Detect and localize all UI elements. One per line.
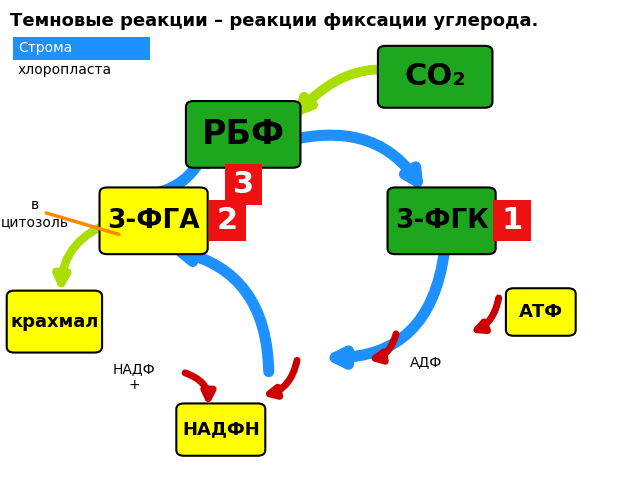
Text: НАДФН: НАДФН [182,420,260,439]
FancyBboxPatch shape [13,37,150,60]
FancyArrowPatch shape [297,135,417,181]
Text: РБФ: РБФ [202,118,285,151]
FancyBboxPatch shape [209,201,246,241]
FancyArrowPatch shape [375,334,396,361]
FancyArrowPatch shape [300,69,461,110]
FancyBboxPatch shape [186,101,301,168]
Text: АДФ: АДФ [410,355,442,370]
Text: Строма: Строма [18,41,72,56]
FancyArrowPatch shape [477,298,499,331]
FancyBboxPatch shape [177,403,265,456]
Text: хлоропласта: хлоропласта [18,63,112,77]
Text: 1: 1 [501,206,523,235]
FancyBboxPatch shape [493,201,531,241]
FancyBboxPatch shape [388,187,495,254]
FancyBboxPatch shape [99,187,207,254]
Text: 3-ФГА: 3-ФГА [108,208,200,234]
FancyBboxPatch shape [378,46,493,108]
FancyArrowPatch shape [335,251,444,364]
FancyArrowPatch shape [269,360,297,396]
FancyArrowPatch shape [181,249,269,372]
Text: 3-ФГК: 3-ФГК [395,208,488,234]
Text: АТФ: АТФ [519,303,563,321]
FancyArrowPatch shape [185,373,213,398]
Text: 2: 2 [216,206,238,235]
Text: НАДФ
+: НАДФ + [113,362,156,392]
FancyBboxPatch shape [506,288,576,336]
FancyArrowPatch shape [115,149,207,196]
Text: крахмал: крахмал [10,312,99,331]
FancyBboxPatch shape [7,290,102,352]
Text: 3: 3 [232,170,254,199]
Text: в
цитозоль: в цитозоль [1,199,69,228]
FancyBboxPatch shape [225,164,262,205]
Text: Темновые реакции – реакции фиксации углерода.: Темновые реакции – реакции фиксации угле… [10,12,538,30]
Text: CO₂: CO₂ [404,62,466,91]
FancyArrowPatch shape [56,222,113,283]
